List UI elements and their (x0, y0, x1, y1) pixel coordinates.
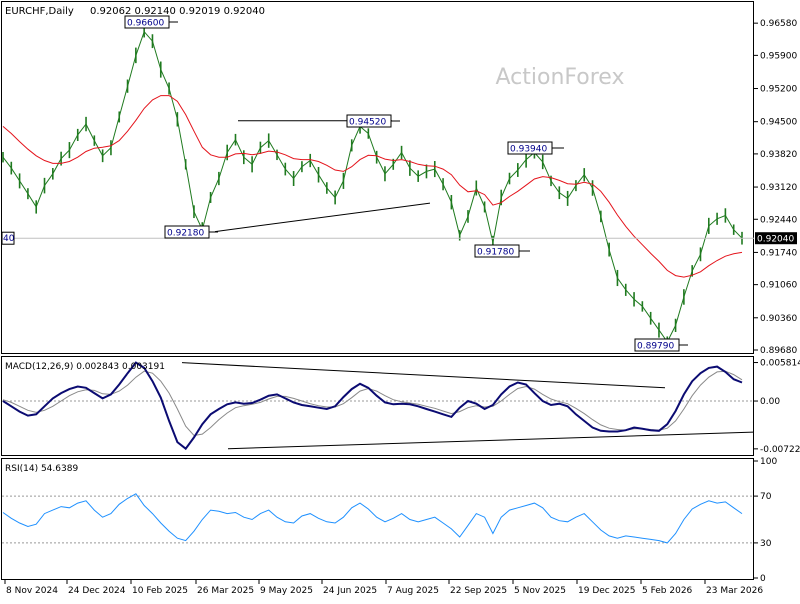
x-tick-label: 24 Jun 2025 (323, 586, 377, 596)
rsi-tick-label: 100 (760, 457, 777, 467)
rsi-title: RSI(14) 54.6389 (5, 464, 78, 474)
chart-ohlc: 0.92062 0.92140 0.92019 0.92040 (90, 6, 265, 17)
rsi-tick-label: 30 (760, 539, 772, 549)
annotation-label: 0.92180 (167, 229, 204, 239)
price-tick-label: 0.89680 (760, 346, 797, 356)
left-price-label: 40 (3, 234, 15, 244)
x-tick-label: 10 Feb 2025 (132, 586, 188, 596)
price-tick-label: 0.94500 (760, 118, 797, 128)
x-tick-label: 5 Nov 2025 (514, 586, 566, 596)
price-tick-label: 0.95900 (760, 51, 797, 61)
annotation-label: 0.96600 (127, 19, 164, 29)
macd-title: MACD(12,26,9) 0.002843 0.003191 (5, 362, 165, 372)
moving-average-line (2, 95, 743, 278)
price-tick-label: 0.90360 (760, 314, 797, 324)
macd-upper-trendline (181, 362, 666, 389)
x-tick-label: 26 Mar 2025 (197, 586, 254, 596)
x-tick-label: 8 Nov 2024 (6, 586, 58, 596)
price-tick-label: 0.96580 (760, 19, 797, 29)
macd-tick-label: 0.00 (760, 397, 780, 407)
left-price-box (1, 231, 15, 245)
annotation-box (634, 338, 680, 352)
price-tick-label: 0.91060 (760, 281, 797, 291)
annotation-box (346, 114, 392, 128)
x-tick-label: 9 May 2025 (260, 586, 313, 596)
annotation-label: 0.89790 (637, 342, 674, 352)
macd-tick-label: 0.005814 (760, 359, 800, 369)
annotation-box (474, 244, 520, 258)
annotation-box (164, 225, 210, 239)
annotation-label: 0.93940 (510, 145, 547, 155)
price-tick-label: 0.93120 (760, 183, 797, 193)
price-tick-label: 0.91740 (760, 248, 797, 258)
macd-tick-label: -0.007222 (760, 445, 800, 455)
price-tick-label: 0.95200 (760, 85, 797, 95)
annotation-box (507, 141, 553, 155)
macd-signal-line (2, 370, 743, 437)
x-tick-label: 22 Sep 2025 (450, 586, 507, 596)
rsi-line (2, 493, 743, 544)
last-price-label: 0.92040 (757, 235, 794, 245)
rsi-tick-label: 0 (760, 574, 766, 584)
support-trendline (214, 202, 431, 233)
annotation-label: 0.94520 (349, 118, 386, 128)
price-tick-label: 0.93820 (760, 150, 797, 160)
price-panel (1, 1, 754, 354)
macd-lower-trendline (227, 431, 754, 450)
x-tick-label: 24 Dec 2024 (68, 586, 126, 596)
x-tick-label: 19 Dec 2025 (578, 586, 636, 596)
annotation-label: 0.91780 (477, 248, 514, 258)
macd-line (2, 361, 743, 451)
x-tick-label: 7 Aug 2025 (387, 586, 439, 596)
x-tick-label: 5 Feb 2026 (642, 586, 693, 596)
price-tick-label: 0.92440 (760, 215, 797, 225)
annotation-box (124, 15, 170, 29)
rsi-tick-label: 70 (760, 492, 772, 502)
watermark: ActionForex (496, 65, 625, 90)
price-close-line (2, 30, 743, 343)
rsi-panel (1, 458, 754, 580)
chart-symbol: EURCHF,Daily (5, 6, 74, 17)
x-tick-label: 23 Mar 2026 (706, 586, 763, 596)
last-price-box (755, 232, 797, 245)
